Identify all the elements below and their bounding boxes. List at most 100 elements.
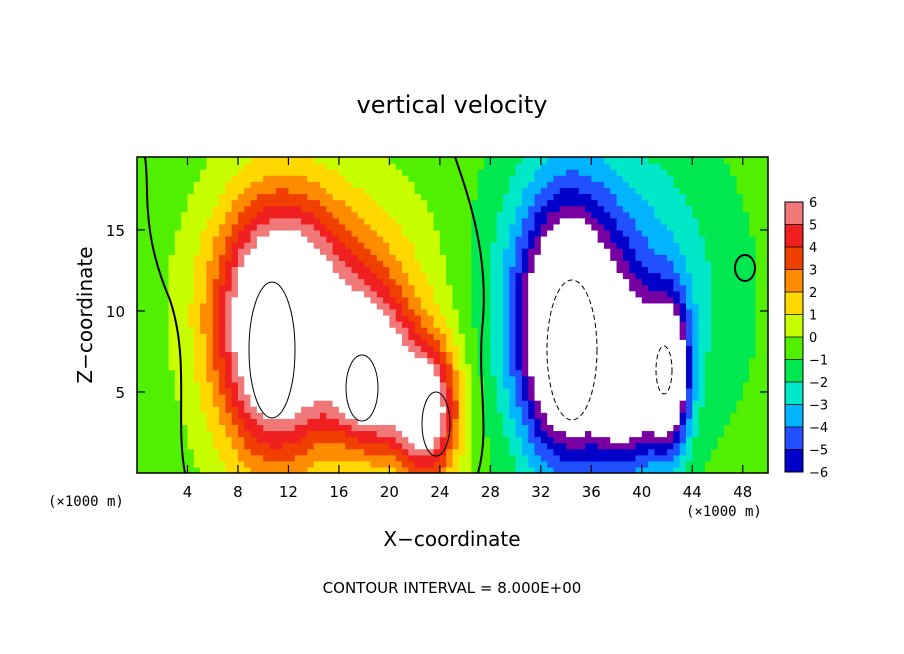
field-cell: [313, 205, 321, 213]
field-cell: [679, 284, 687, 292]
field-cell: [711, 387, 719, 395]
field-cell: [458, 278, 466, 286]
field-cell: [698, 242, 706, 249]
field-cell: [610, 418, 618, 425]
field-cell: [212, 400, 220, 407]
field-cell: [149, 272, 157, 280]
field-cell: [383, 229, 390, 237]
field-cell: [730, 315, 738, 322]
field-cell: [547, 260, 555, 267]
field-cell: [414, 193, 422, 201]
field-cell: [174, 454, 182, 462]
field-cell: [376, 345, 384, 353]
field-cell: [313, 169, 321, 176]
field-cell: [471, 272, 479, 280]
field-cell: [439, 266, 447, 274]
field-cell: [219, 157, 226, 164]
field-cell: [484, 181, 491, 188]
field-cell: [433, 436, 441, 444]
field-cell: [414, 302, 422, 310]
field-cell: [389, 351, 397, 359]
field-cell: [528, 448, 536, 456]
field-cell: [509, 333, 517, 340]
field-cell: [736, 217, 744, 225]
field-cell: [698, 430, 706, 438]
field-cell: [263, 308, 271, 316]
field-cell: [458, 381, 466, 389]
field-cell: [496, 302, 504, 310]
field-cell: [572, 169, 580, 176]
field-cell: [275, 351, 283, 359]
field-cell: [187, 229, 195, 237]
field-cell: [446, 205, 454, 213]
field-cell: [427, 296, 435, 304]
field-cell: [509, 211, 517, 219]
field-cell: [648, 375, 656, 383]
field-cell: [332, 229, 340, 237]
field-cell: [635, 157, 643, 164]
field-cell: [395, 333, 403, 340]
field-cell: [465, 266, 473, 274]
field-cell: [502, 205, 510, 213]
field-cell: [357, 236, 365, 243]
field-cell: [648, 436, 656, 444]
field-cell: [143, 157, 151, 164]
field-cell: [572, 412, 580, 419]
field-cell: [427, 412, 435, 419]
field-cell: [521, 157, 529, 164]
field-cell: [673, 394, 681, 401]
field-cell: [446, 448, 454, 456]
field-cell: [181, 363, 189, 371]
field-cell: [364, 442, 372, 450]
field-cell: [521, 169, 529, 176]
field-cell: [174, 229, 182, 237]
field-cell: [364, 387, 372, 395]
field-cell: [597, 333, 605, 340]
field-cell: [219, 272, 226, 280]
field-cell: [237, 363, 245, 371]
field-cell: [660, 345, 668, 353]
field-cell: [540, 181, 548, 188]
field-cell: [484, 442, 491, 450]
field-cell: [332, 357, 340, 365]
field-cell: [402, 211, 409, 219]
field-cell: [193, 193, 201, 201]
field-cell: [181, 284, 189, 292]
field-cell: [673, 418, 681, 425]
field-cell: [357, 254, 365, 261]
field-cell: [282, 381, 290, 389]
field-cell: [635, 448, 643, 456]
field-cell: [730, 436, 738, 444]
field-cell: [603, 357, 611, 365]
field-cell: [484, 163, 491, 170]
field-cell: [200, 302, 208, 310]
field-cell: [585, 254, 592, 261]
field-cell: [187, 412, 195, 419]
field-cell: [572, 223, 580, 231]
field-cell: [187, 406, 195, 413]
field-cell: [667, 387, 674, 395]
field-cell: [383, 296, 390, 304]
field-cell: [414, 321, 422, 328]
field-cell: [326, 375, 334, 383]
field-cell: [585, 211, 592, 219]
field-cell: [301, 236, 308, 243]
field-cell: [137, 442, 144, 450]
field-cell: [521, 248, 529, 255]
field-cell: [206, 175, 214, 182]
field-cell: [137, 424, 144, 432]
field-cell: [351, 272, 359, 280]
field-cell: [307, 424, 315, 432]
field-cell: [629, 436, 637, 444]
field-cell: [654, 248, 662, 255]
field-cell: [155, 254, 163, 261]
field-cell: [408, 248, 416, 255]
field-cell: [193, 430, 201, 438]
field-cell: [301, 175, 308, 182]
field-cell: [155, 466, 163, 473]
field-cell: [263, 296, 271, 304]
field-cell: [200, 394, 208, 401]
field-cell: [446, 284, 454, 292]
field-cell: [364, 223, 372, 231]
field-cell: [332, 466, 340, 473]
